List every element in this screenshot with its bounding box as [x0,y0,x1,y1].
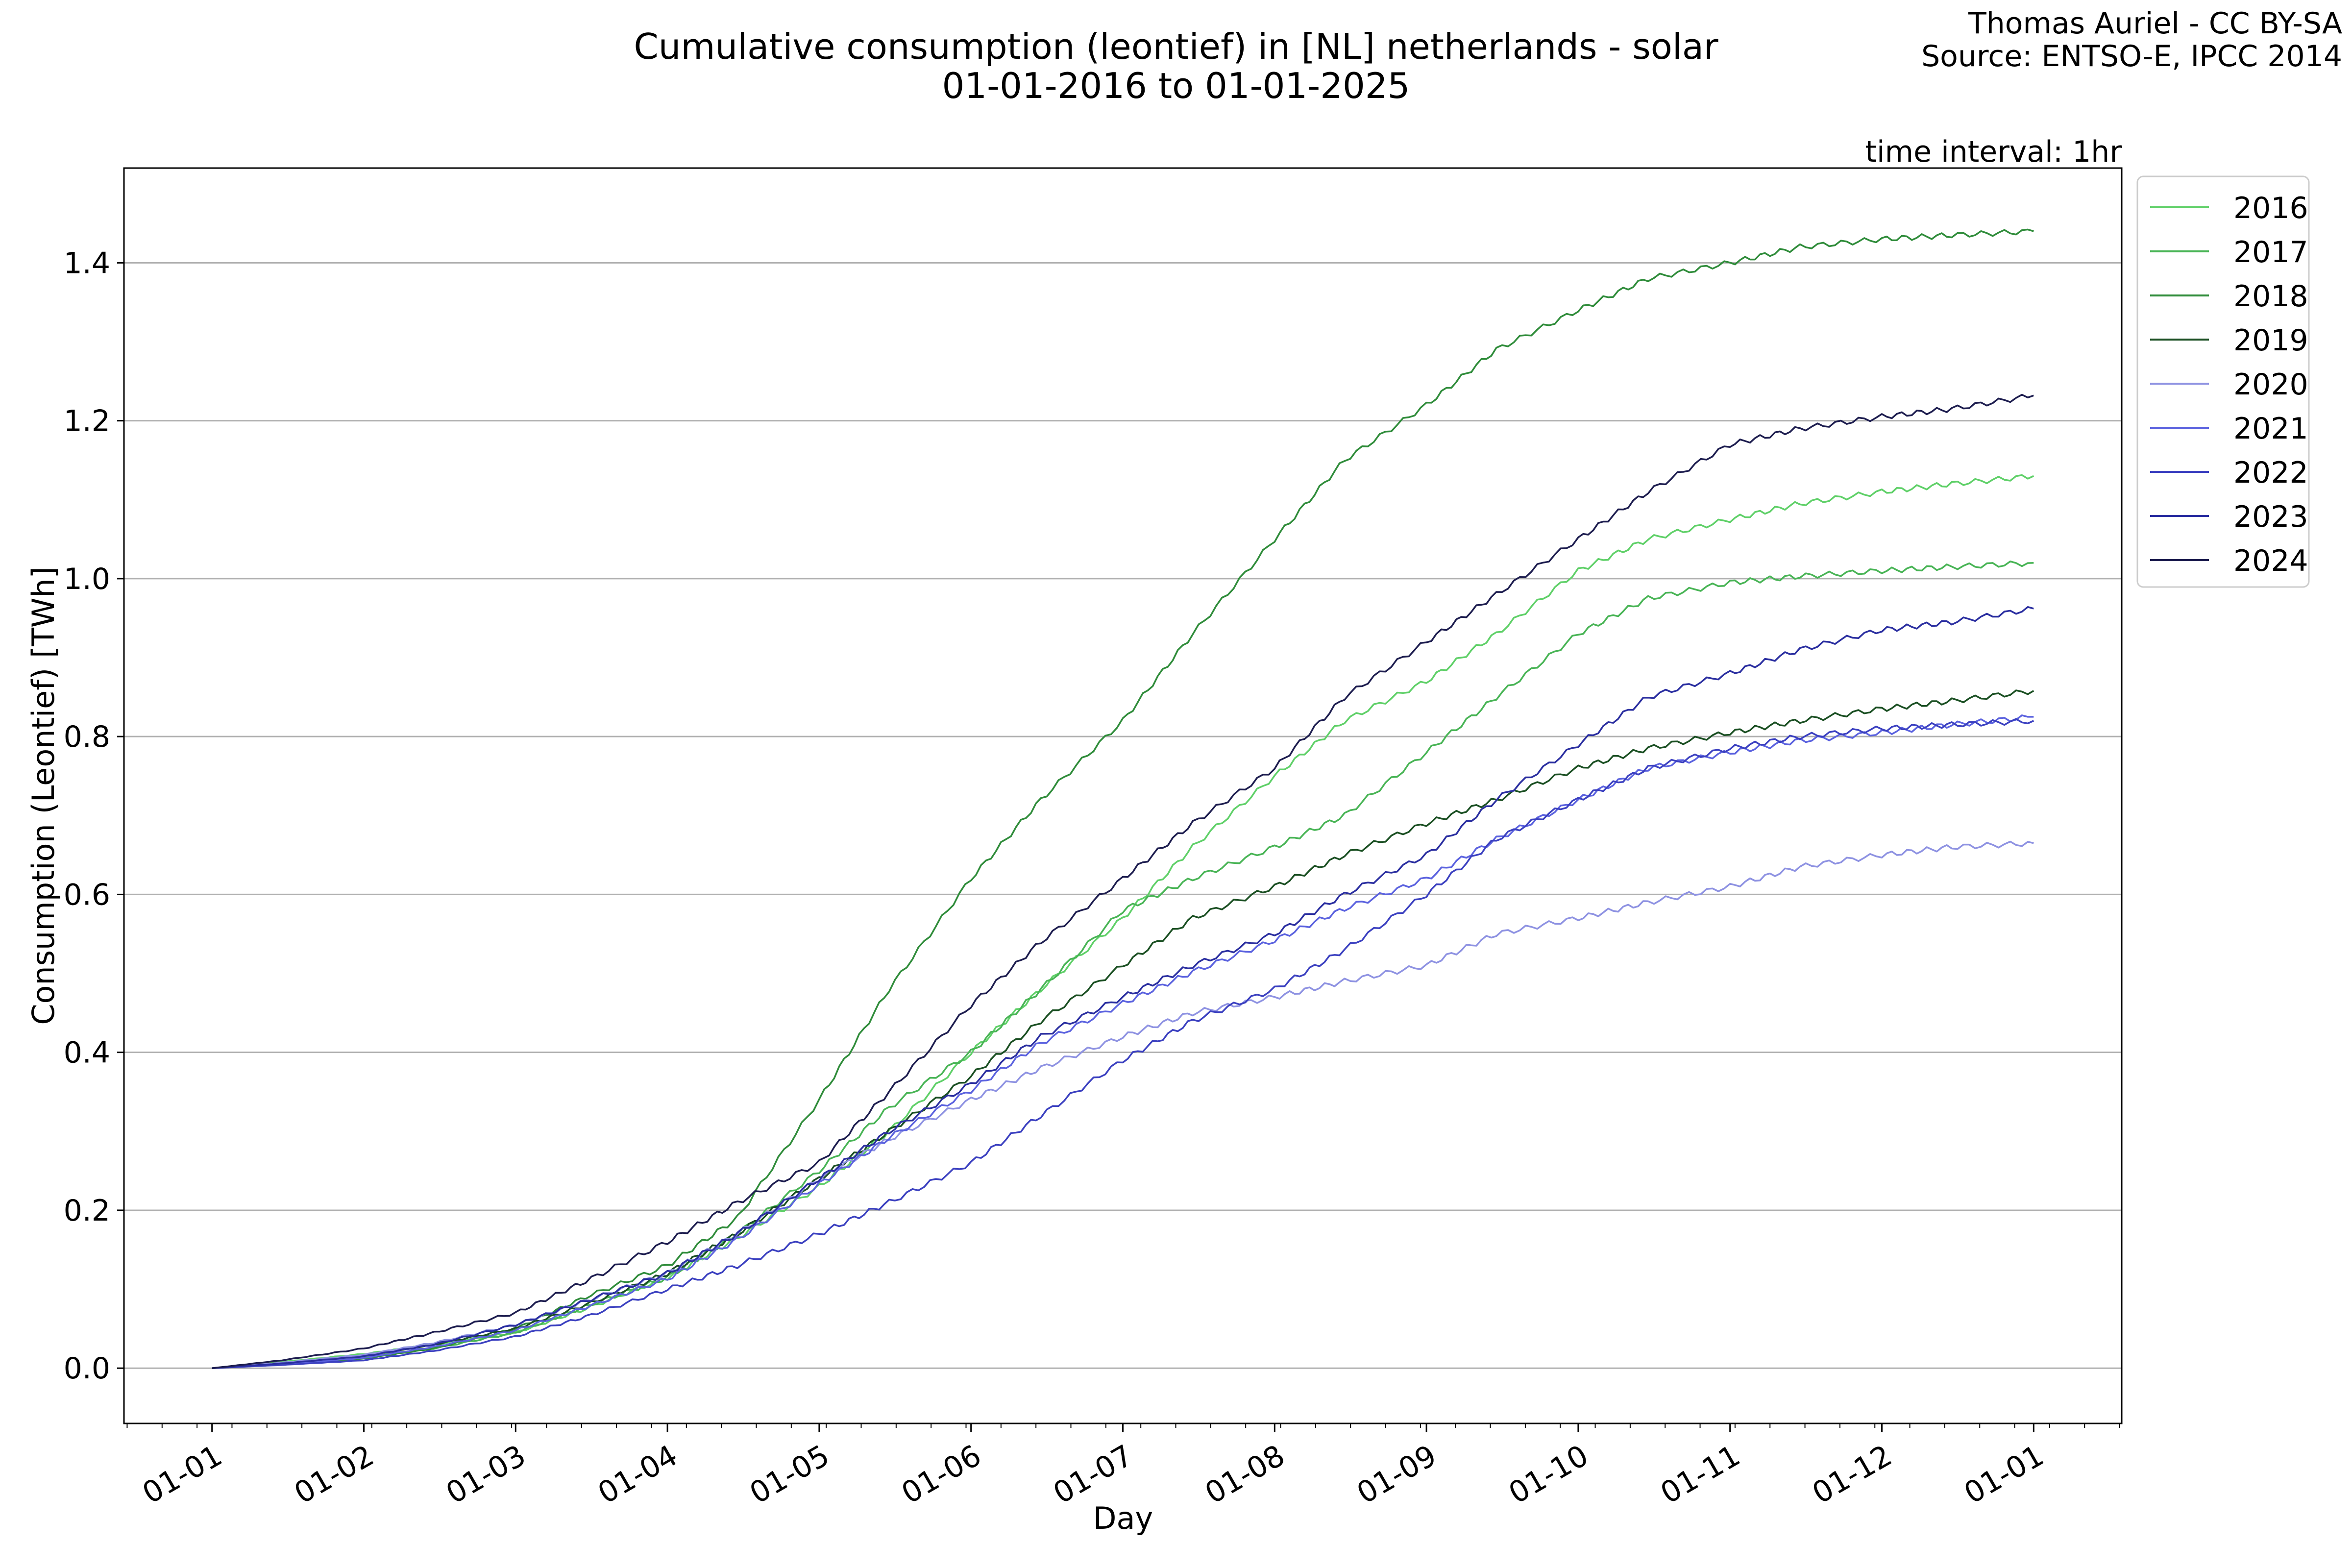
chart-title: Cumulative consumption (leontief) in [NL… [634,26,1718,67]
y-tick-label: 1.4 [64,246,110,280]
legend-label-2017: 2017 [2233,235,2308,270]
y-tick-label: 0.2 [64,1194,110,1228]
legend-label-2020: 2020 [2233,368,2308,402]
legend-box [2136,175,2310,588]
y-tick-label: 1.0 [64,562,110,596]
credit-author: Thomas Auriel - CC BY-SA [1968,6,2342,41]
y-tick-label: 1.2 [64,404,110,439]
series-line-2022 [212,718,2034,1369]
gridlines [124,262,2122,1369]
legend-label-2023: 2023 [2233,500,2308,534]
time-interval-label: time interval: 1hr [1865,135,2122,169]
legend-label-2024: 2024 [2233,544,2308,578]
series-line-2023 [212,606,2034,1369]
series-line-2024 [212,393,2034,1369]
y-tick-label: 0.0 [64,1351,110,1386]
series-line-2017 [212,560,2034,1369]
legend-label-2021: 2021 [2233,412,2308,446]
legend-label-2016: 2016 [2233,191,2308,225]
y-axis-label: Consumption (Leontief) [TWh] [25,566,61,1025]
legend-label-2019: 2019 [2233,323,2308,358]
series-line-2019 [212,689,2034,1369]
legend: 2016 2017 2018 2019 2020 2021 2022 2023 2024 [2136,175,2310,588]
legend-label-2022: 2022 [2233,456,2308,490]
y-tick-label: 0.8 [64,720,110,754]
y-tick-label: 0.6 [64,878,110,912]
series-lines [212,228,2034,1369]
series-line-2016 [212,474,2034,1369]
x-axis-label: Day [1093,1500,1153,1536]
chart-subtitle: 01-01-2016 to 01-01-2025 [942,65,1410,106]
credit-source: Source: ENTSO-E, IPCC 2014 [1921,39,2342,74]
series-line-2021 [212,714,2034,1369]
y-axis-ticks: 0.0 0.2 0.4 0.6 0.8 1.0 1.2 1.4 [64,246,124,1386]
y-tick-label: 0.4 [64,1036,110,1070]
legend-label-2018: 2018 [2233,279,2308,314]
